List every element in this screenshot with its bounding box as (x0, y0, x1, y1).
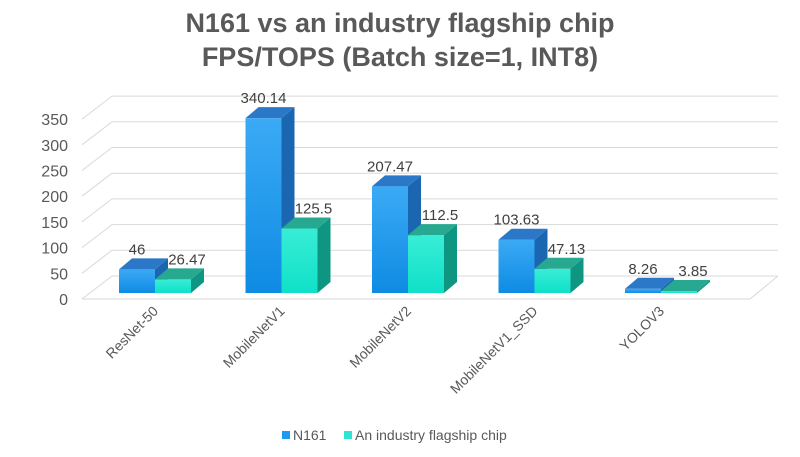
gridline-depth (81, 121, 113, 146)
gridline-depth (81, 95, 113, 120)
legend-label: An industry flagship chip (355, 427, 507, 443)
bar-n161 (245, 118, 282, 294)
data-label: 112.5 (422, 207, 458, 224)
bar-top (534, 257, 584, 269)
bar-flagship (534, 268, 571, 293)
bar-flagship (408, 235, 444, 293)
gridline-depth (81, 224, 113, 248)
bar-n161 (372, 186, 408, 293)
data-label: 103.63 (494, 212, 540, 229)
y-tick-label: 200 (41, 189, 68, 206)
y-tick-label: 100 (41, 241, 68, 258)
bar-top (245, 107, 295, 119)
bar-n161 (498, 239, 535, 293)
x-tick-label: MobileNetV1_SSD (447, 303, 541, 397)
y-tick-label: 0 (59, 292, 68, 309)
y-tick-label: 150 (41, 215, 68, 232)
bar-flagship (155, 279, 191, 293)
data-label: 3.85 (678, 263, 707, 280)
y-tick-label: 350 (41, 112, 68, 129)
legend-swatch (282, 431, 290, 439)
bar-n161 (119, 269, 155, 293)
y-tick-label: 50 (50, 266, 68, 283)
data-label: 125.5 (295, 200, 333, 217)
x-tick-label: MobileNetV1 (220, 303, 288, 371)
data-label: 46 (129, 241, 146, 258)
bar-top (498, 228, 548, 240)
data-label: 8.26 (628, 261, 657, 278)
chart-title-line-2: FPS/TOPS (Batch size=1, INT8) (201, 42, 599, 72)
x-tick-label: ResNet-50 (102, 303, 161, 362)
bar-top (408, 224, 457, 236)
bar-top (661, 280, 710, 292)
bar-side (444, 224, 457, 293)
bar-side (697, 280, 710, 293)
gridline-depth (81, 249, 113, 274)
data-label: 26.47 (168, 251, 206, 268)
data-label: 47.13 (548, 241, 586, 258)
gridline-depth (81, 198, 113, 223)
bar-flagship (281, 228, 318, 293)
floor-right (749, 275, 779, 300)
chart-title-line-1: N161 vs an industry flagship chip (185, 8, 615, 38)
y-tick-label: 300 (41, 138, 68, 155)
gridline-depth (81, 172, 113, 197)
bar-top (281, 217, 331, 229)
y-tick-label: 250 (41, 164, 68, 181)
bar-flagship (661, 291, 697, 293)
bar-n161 (625, 288, 661, 293)
bar-top (155, 268, 204, 280)
x-tick-label: YOLOV3 (616, 303, 667, 354)
bar-top (625, 277, 674, 289)
bar-top (119, 258, 168, 270)
data-label: 340.14 (241, 90, 287, 107)
x-tick-label: MobileNetV2 (346, 303, 414, 371)
legend-label: N161 (293, 427, 327, 443)
bar-top (372, 175, 421, 187)
bar-side (570, 257, 584, 293)
gridline-depth (81, 147, 113, 171)
bar-side (191, 268, 204, 293)
gridline-depth (81, 275, 113, 300)
bar-side (317, 217, 331, 293)
legend-swatch (344, 431, 352, 439)
data-label: 207.47 (367, 158, 413, 175)
